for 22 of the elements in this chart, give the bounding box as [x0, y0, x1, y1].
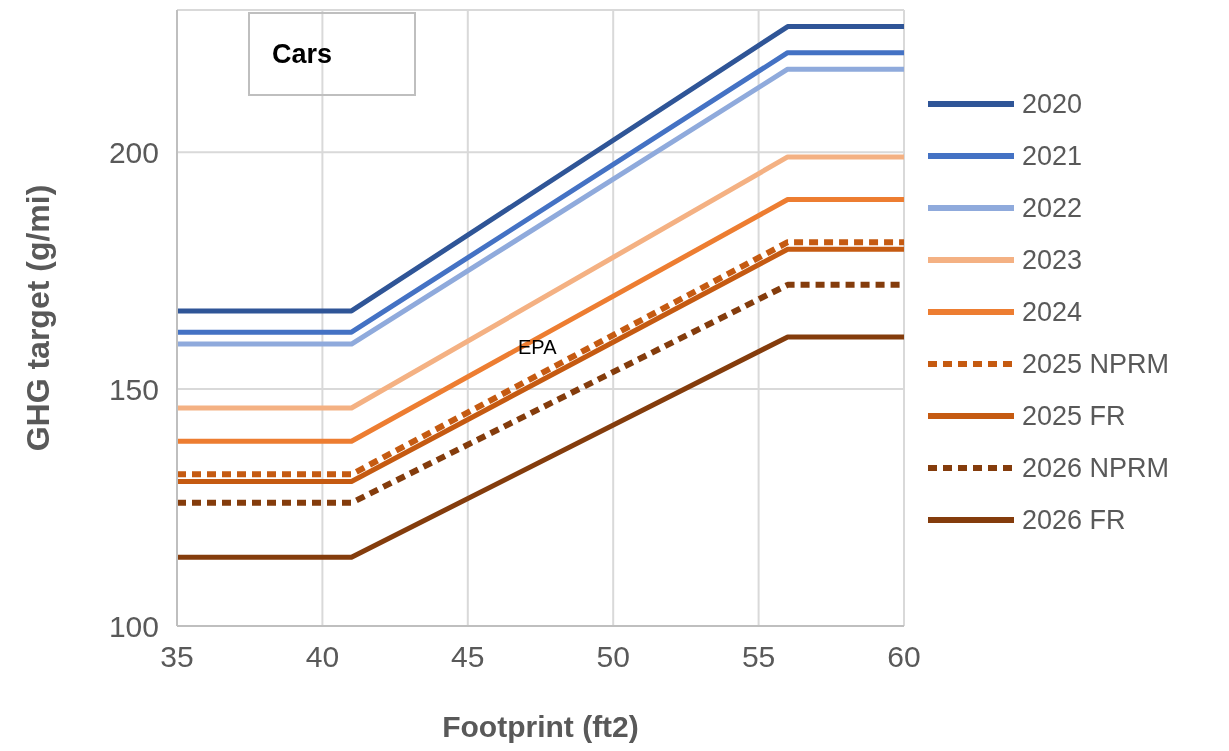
- legend-label: 2026 FR: [1022, 504, 1126, 536]
- legend-label: 2026 NPRM: [1022, 452, 1170, 484]
- y-tick-label: 100: [108, 609, 159, 643]
- x-tick-label: 40: [305, 640, 340, 674]
- x-tick-label: 55: [741, 640, 776, 674]
- legend-label: 2023: [1022, 244, 1083, 276]
- legend-label: 2024: [1022, 296, 1083, 328]
- legend-label: 2025 NPRM: [1022, 348, 1170, 380]
- x-tick-label: 50: [596, 640, 630, 674]
- y-axis-title: GHG target (g/mi): [20, 184, 57, 452]
- y-tick-label: 150: [108, 372, 159, 406]
- annotation: EPA: [518, 336, 557, 359]
- legend-label: 2020: [1022, 88, 1083, 120]
- x-tick-label: 60: [887, 640, 921, 674]
- x-tick-label: 45: [451, 640, 485, 674]
- x-tick-label: 35: [160, 640, 194, 674]
- x-axis-title: Footprint (ft2): [442, 710, 639, 743]
- y-tick-label: 200: [108, 135, 159, 169]
- text-frame: Cars: [248, 12, 416, 96]
- legend-label: 2025 FR: [1022, 400, 1126, 432]
- legend-label: 2021: [1022, 140, 1083, 172]
- legend-label: 2022: [1022, 192, 1083, 224]
